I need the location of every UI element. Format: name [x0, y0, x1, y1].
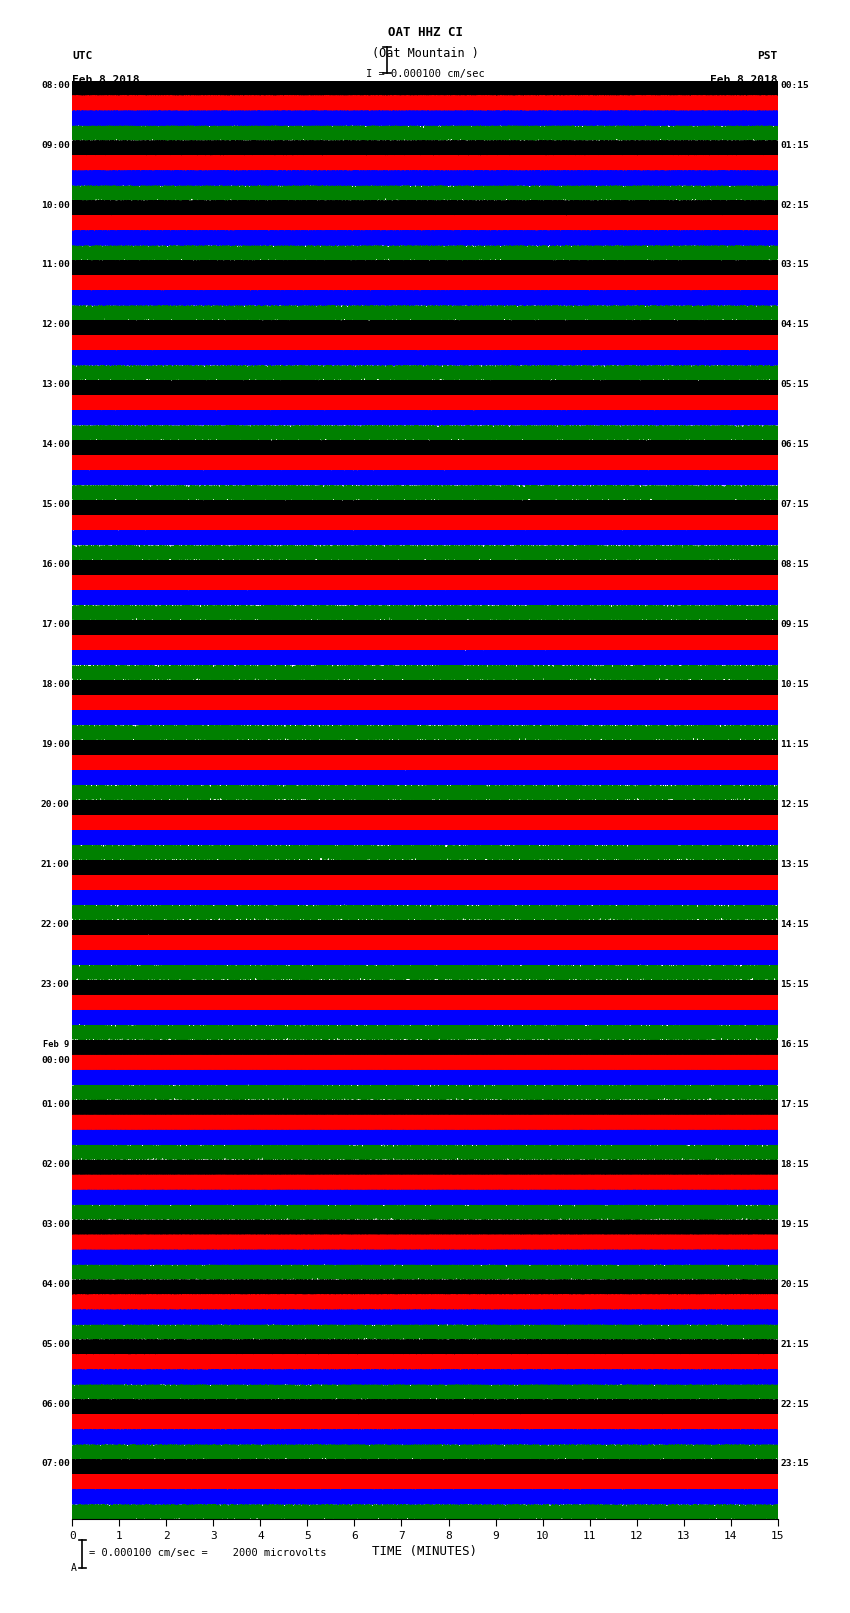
Text: 04:15: 04:15: [780, 321, 809, 329]
X-axis label: TIME (MINUTES): TIME (MINUTES): [372, 1545, 478, 1558]
Text: 11:15: 11:15: [780, 740, 809, 748]
Text: 17:00: 17:00: [41, 621, 70, 629]
Text: 18:15: 18:15: [780, 1160, 809, 1169]
Text: 17:15: 17:15: [780, 1100, 809, 1108]
Text: OAT HHZ CI: OAT HHZ CI: [388, 26, 462, 39]
Text: 23:00: 23:00: [41, 981, 70, 989]
Text: 03:15: 03:15: [780, 260, 809, 269]
Text: 12:15: 12:15: [780, 800, 809, 810]
Text: 14:15: 14:15: [780, 919, 809, 929]
Text: A: A: [71, 1563, 76, 1573]
Text: UTC: UTC: [72, 52, 93, 61]
Text: 12:00: 12:00: [41, 321, 70, 329]
Text: 01:00: 01:00: [41, 1100, 70, 1108]
Text: 10:00: 10:00: [41, 200, 70, 210]
Text: 04:00: 04:00: [41, 1279, 70, 1289]
Text: 19:00: 19:00: [41, 740, 70, 748]
Text: 13:00: 13:00: [41, 381, 70, 389]
Text: 20:00: 20:00: [41, 800, 70, 810]
Text: 16:00: 16:00: [41, 560, 70, 569]
Text: 20:15: 20:15: [780, 1279, 809, 1289]
Text: 11:00: 11:00: [41, 260, 70, 269]
Text: 08:15: 08:15: [780, 560, 809, 569]
Text: 10:15: 10:15: [780, 681, 809, 689]
Text: 03:00: 03:00: [41, 1219, 70, 1229]
Text: 06:00: 06:00: [41, 1400, 70, 1408]
Text: I = 0.000100 cm/sec: I = 0.000100 cm/sec: [366, 69, 484, 79]
Text: 22:15: 22:15: [780, 1400, 809, 1408]
Text: 07:15: 07:15: [780, 500, 809, 510]
Text: 09:15: 09:15: [780, 621, 809, 629]
Text: 00:15: 00:15: [780, 81, 809, 90]
Text: 07:00: 07:00: [41, 1460, 70, 1468]
Text: 18:00: 18:00: [41, 681, 70, 689]
Text: Feb 9: Feb 9: [43, 1040, 70, 1048]
Text: 02:15: 02:15: [780, 200, 809, 210]
Text: 05:00: 05:00: [41, 1339, 70, 1348]
Text: 21:15: 21:15: [780, 1339, 809, 1348]
Text: 14:00: 14:00: [41, 440, 70, 450]
Text: 09:00: 09:00: [41, 140, 70, 150]
Text: 22:00: 22:00: [41, 919, 70, 929]
Text: 19:15: 19:15: [780, 1219, 809, 1229]
Text: 08:00: 08:00: [41, 81, 70, 90]
Text: (Oat Mountain ): (Oat Mountain ): [371, 47, 479, 60]
Text: = 0.000100 cm/sec =    2000 microvolts: = 0.000100 cm/sec = 2000 microvolts: [89, 1548, 326, 1558]
Text: 21:00: 21:00: [41, 860, 70, 869]
Text: 02:00: 02:00: [41, 1160, 70, 1169]
Text: 16:15: 16:15: [780, 1040, 809, 1048]
Text: PST: PST: [757, 52, 778, 61]
Text: 23:15: 23:15: [780, 1460, 809, 1468]
Text: 15:00: 15:00: [41, 500, 70, 510]
Text: 00:00: 00:00: [41, 1057, 70, 1065]
Text: 01:15: 01:15: [780, 140, 809, 150]
Text: Feb 8,2018: Feb 8,2018: [711, 76, 778, 85]
Text: 15:15: 15:15: [780, 981, 809, 989]
Text: 06:15: 06:15: [780, 440, 809, 450]
Text: 13:15: 13:15: [780, 860, 809, 869]
Text: 05:15: 05:15: [780, 381, 809, 389]
Text: Feb 8,2018: Feb 8,2018: [72, 76, 139, 85]
